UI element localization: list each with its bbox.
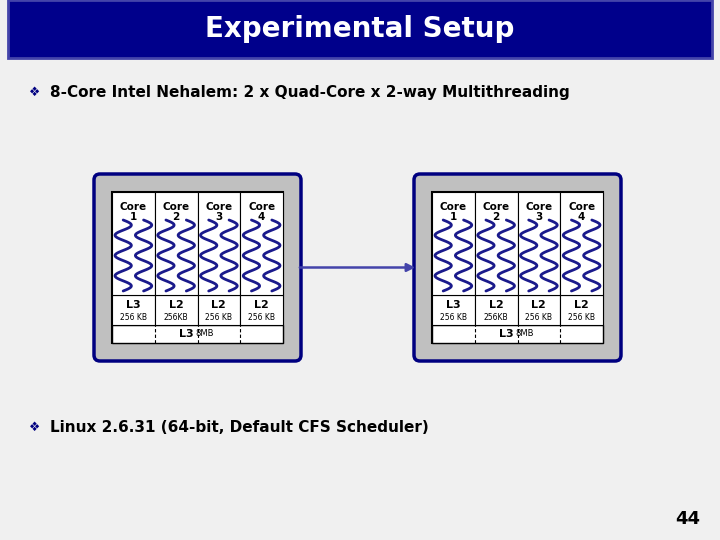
Text: 256KB: 256KB — [484, 313, 508, 322]
Text: Core: Core — [120, 202, 147, 212]
Text: 8MB: 8MB — [516, 329, 534, 339]
Text: 3: 3 — [535, 212, 542, 222]
Text: 256 KB: 256 KB — [120, 313, 147, 322]
Text: 2: 2 — [492, 212, 500, 222]
FancyBboxPatch shape — [94, 174, 301, 361]
Bar — [240, 192, 283, 295]
FancyBboxPatch shape — [112, 192, 283, 343]
Text: 256 KB: 256 KB — [568, 313, 595, 322]
Text: L3: L3 — [446, 300, 461, 310]
Text: 256 KB: 256 KB — [205, 313, 233, 322]
Bar — [112, 325, 283, 343]
Text: ❖: ❖ — [30, 85, 40, 98]
Bar — [155, 192, 197, 295]
Bar — [560, 295, 603, 325]
Bar — [240, 295, 283, 325]
Text: 1: 1 — [450, 212, 457, 222]
Text: Core: Core — [248, 202, 275, 212]
Text: L2: L2 — [254, 300, 269, 310]
Text: 1: 1 — [130, 212, 137, 222]
Text: 4: 4 — [258, 212, 265, 222]
Bar — [518, 295, 560, 325]
Bar — [112, 192, 155, 295]
Text: L3: L3 — [179, 329, 194, 339]
Bar — [112, 295, 155, 325]
Text: Linux 2.6.31 (64-bit, Default CFS Scheduler): Linux 2.6.31 (64-bit, Default CFS Schedu… — [50, 420, 428, 435]
Text: 256 KB: 256 KB — [248, 313, 275, 322]
Bar — [155, 295, 197, 325]
Text: Experimental Setup: Experimental Setup — [205, 15, 515, 43]
Bar — [197, 295, 240, 325]
Text: Core: Core — [526, 202, 552, 212]
Text: L2: L2 — [168, 300, 184, 310]
Text: 256KB: 256KB — [164, 313, 189, 322]
Bar — [197, 192, 240, 295]
Text: L3: L3 — [499, 329, 513, 339]
Text: 8MB: 8MB — [196, 329, 214, 339]
Text: L2: L2 — [489, 300, 503, 310]
Text: Core: Core — [568, 202, 595, 212]
Bar — [8, 0, 712, 58]
Text: 8-Core Intel Nehalem: 2 x Quad-Core x 2-way Multithreading: 8-Core Intel Nehalem: 2 x Quad-Core x 2-… — [50, 84, 570, 99]
Text: Core: Core — [482, 202, 510, 212]
Bar — [518, 192, 560, 295]
Text: 256 KB: 256 KB — [526, 313, 552, 322]
Text: L3: L3 — [126, 300, 140, 310]
Bar — [560, 192, 603, 295]
Text: L2: L2 — [212, 300, 226, 310]
Text: L2: L2 — [575, 300, 589, 310]
Bar — [432, 295, 474, 325]
Text: 4: 4 — [578, 212, 585, 222]
Bar — [432, 192, 474, 295]
Text: 256 KB: 256 KB — [440, 313, 467, 322]
Text: L2: L2 — [531, 300, 546, 310]
Bar — [432, 325, 603, 343]
Bar — [474, 192, 518, 295]
Text: Core: Core — [163, 202, 189, 212]
Text: Core: Core — [440, 202, 467, 212]
Text: Core: Core — [205, 202, 233, 212]
FancyBboxPatch shape — [414, 174, 621, 361]
Text: 44: 44 — [675, 510, 700, 528]
Bar — [474, 295, 518, 325]
FancyBboxPatch shape — [432, 192, 603, 343]
Text: ❖: ❖ — [30, 421, 40, 434]
Text: 2: 2 — [173, 212, 180, 222]
Text: 3: 3 — [215, 212, 222, 222]
